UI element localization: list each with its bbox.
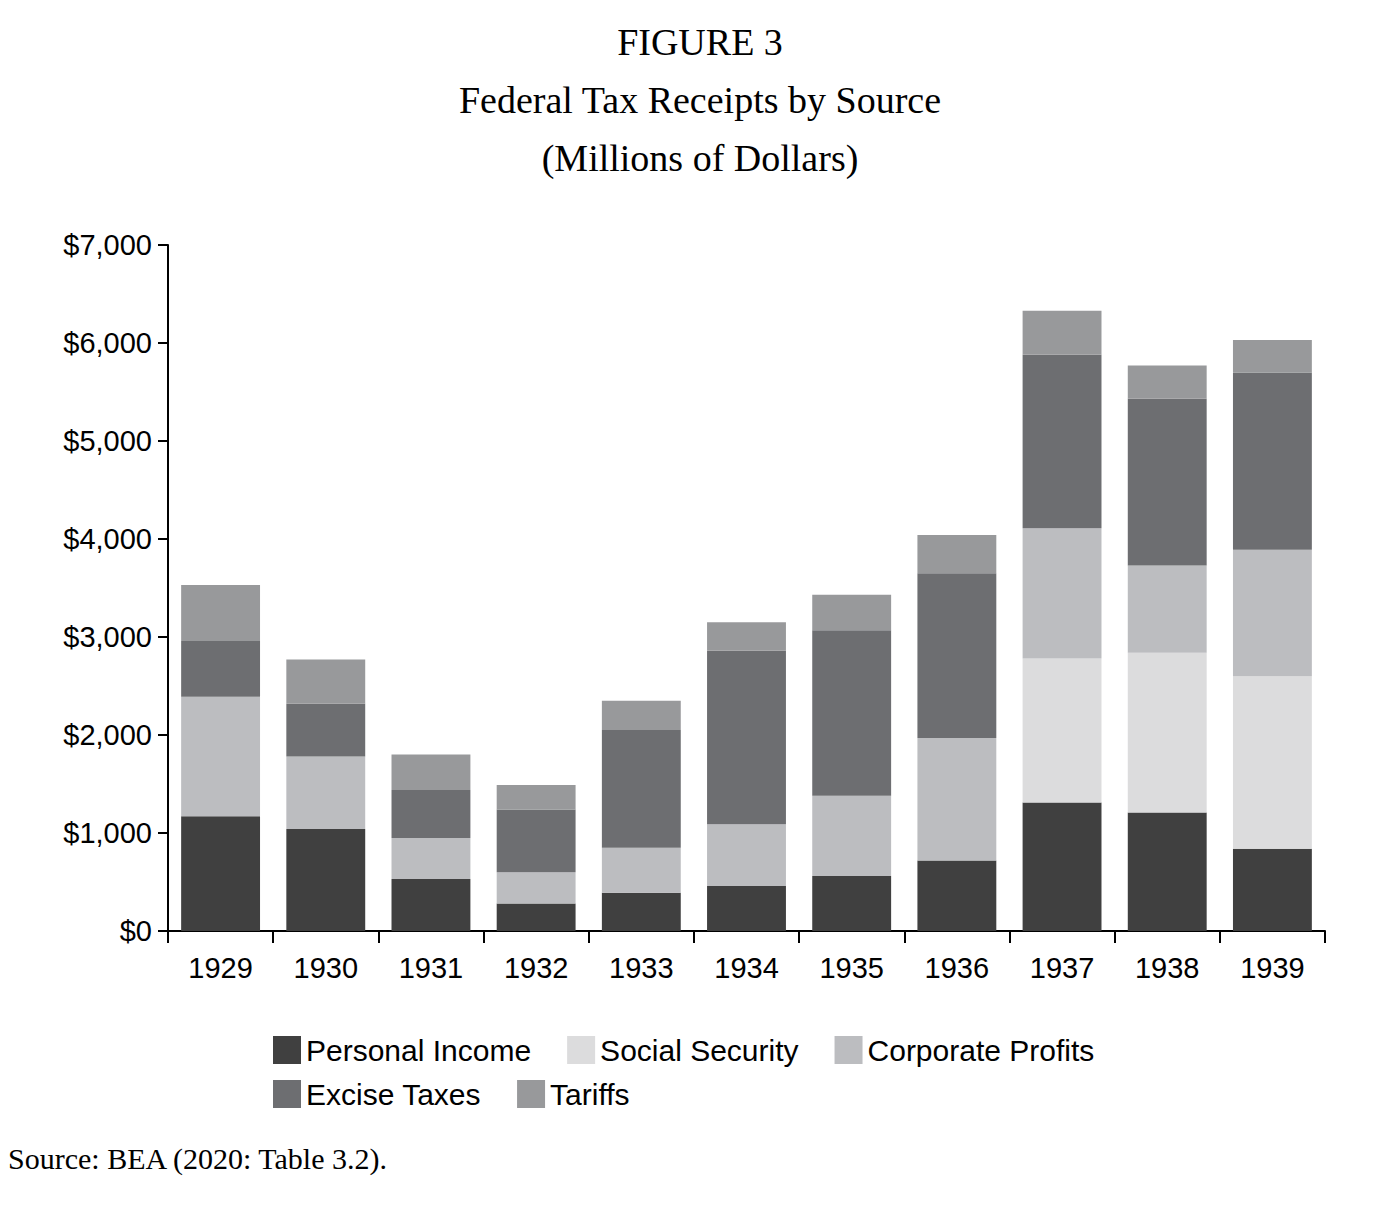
svg-text:1937: 1937 (1030, 952, 1095, 984)
svg-text:1938: 1938 (1135, 952, 1200, 984)
svg-text:Excise Taxes: Excise Taxes (306, 1078, 481, 1111)
svg-text:$6,000: $6,000 (63, 327, 152, 359)
svg-text:FIGURE 3: FIGURE 3 (617, 21, 783, 63)
svg-text:Source: BEA (2020: Table 3.2).: Source: BEA (2020: Table 3.2). (8, 1142, 387, 1176)
svg-text:Corporate Profits: Corporate Profits (868, 1034, 1095, 1067)
svg-text:1939: 1939 (1240, 952, 1305, 984)
svg-text:1932: 1932 (504, 952, 569, 984)
svg-text:Personal Income: Personal Income (306, 1034, 531, 1067)
svg-text:$7,000: $7,000 (63, 229, 152, 261)
svg-text:Federal Tax Receipts by Source: Federal Tax Receipts by Source (459, 79, 941, 121)
svg-text:$0: $0 (120, 915, 152, 947)
svg-text:1935: 1935 (819, 952, 884, 984)
svg-text:Social Security: Social Security (600, 1034, 798, 1067)
svg-text:$1,000: $1,000 (63, 817, 152, 849)
svg-text:$5,000: $5,000 (63, 425, 152, 457)
svg-text:1933: 1933 (609, 952, 674, 984)
svg-text:1936: 1936 (925, 952, 990, 984)
svg-text:$2,000: $2,000 (63, 719, 152, 751)
svg-text:1934: 1934 (714, 952, 779, 984)
svg-text:$4,000: $4,000 (63, 523, 152, 555)
svg-text:$3,000: $3,000 (63, 621, 152, 653)
svg-text:1930: 1930 (294, 952, 359, 984)
svg-text:(Millions of Dollars): (Millions of Dollars) (542, 137, 859, 180)
svg-text:1929: 1929 (188, 952, 253, 984)
svg-text:1931: 1931 (399, 952, 464, 984)
svg-text:Tariffs: Tariffs (550, 1078, 629, 1111)
